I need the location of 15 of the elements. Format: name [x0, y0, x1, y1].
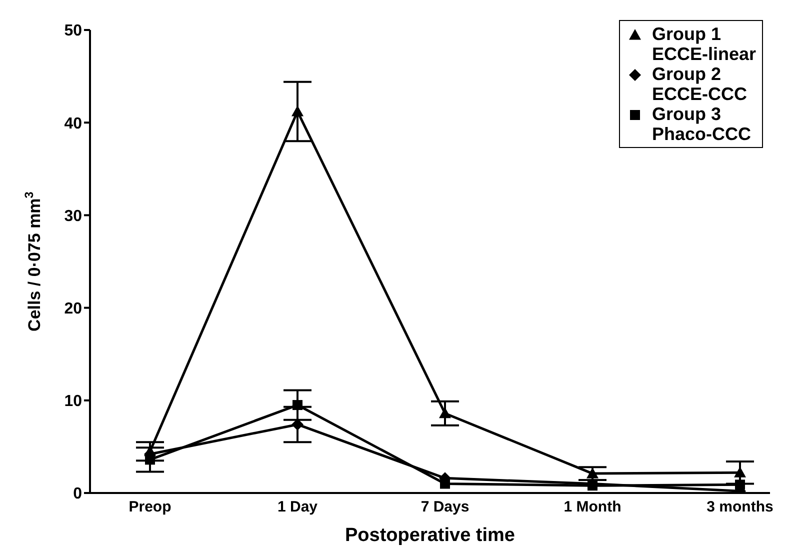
- x-tick-label: 1 Month: [564, 498, 622, 516]
- x-tick-label: 3 months: [706, 498, 774, 516]
- legend-label: Group 2 ECCE-CCC: [652, 64, 747, 104]
- x-tick-label: 1 Day: [277, 498, 318, 516]
- y-tick-label: 20: [64, 300, 82, 318]
- legend-label: Group 3 Phaco-CCC: [652, 104, 751, 144]
- x-axis-title: Postoperative time: [345, 525, 515, 546]
- y-tick-label: 40: [64, 115, 82, 132]
- y-tick-label: 30: [64, 208, 82, 225]
- x-tick-label: 7 Days: [420, 498, 470, 516]
- y-tick-label: 0: [73, 486, 82, 503]
- y-tick-label: 10: [64, 393, 82, 410]
- y-tick-label: 50: [64, 22, 82, 40]
- legend-label: Group 1 ECCE-linear: [652, 24, 756, 64]
- x-tick-label: Preop: [128, 498, 172, 516]
